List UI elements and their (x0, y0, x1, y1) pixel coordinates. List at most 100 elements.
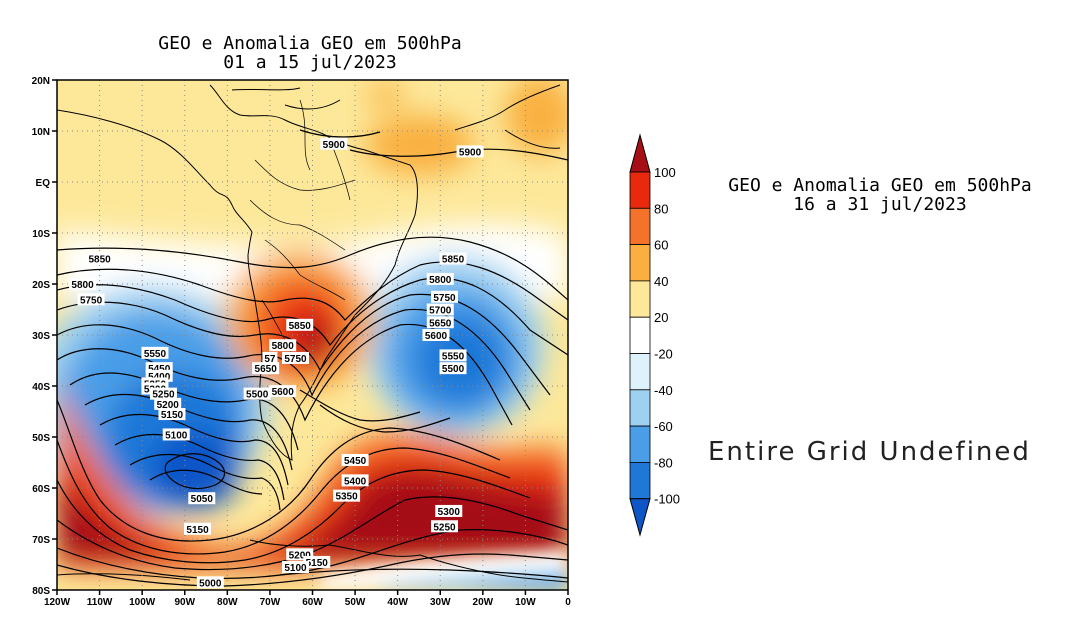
svg-text:5550: 5550 (144, 349, 167, 360)
contour-label: 5850 (286, 318, 314, 332)
contour-label: 5200 (154, 397, 182, 411)
lat-label: 80S (32, 586, 50, 597)
lon-label: 50W (345, 597, 366, 608)
lon-label: 60W (302, 597, 323, 608)
svg-text:5500: 5500 (442, 364, 465, 375)
contour-label: 5650 (426, 316, 454, 329)
svg-text:5450: 5450 (344, 456, 367, 467)
right-title-line1: GEO e Anomalia GEO em 500hPa (728, 175, 1032, 196)
contour-label: 5550 (439, 349, 467, 362)
lon-label: 10W (515, 597, 536, 608)
svg-text:5800: 5800 (272, 341, 295, 352)
left-map-title: GEO e Anomalia GEO em 500hPa 01 a 15 jul… (120, 34, 500, 72)
colorbar-label: -60 (654, 419, 673, 434)
svg-text:5400: 5400 (148, 372, 171, 383)
contour-label: 5100 (162, 428, 190, 441)
svg-text:5800: 5800 (429, 275, 452, 286)
contour-label: 5600 (269, 385, 297, 398)
svg-text:5600: 5600 (425, 331, 448, 342)
svg-text:5200: 5200 (289, 550, 312, 561)
colorbar-label: 60 (654, 238, 668, 253)
svg-text:5750: 5750 (80, 295, 103, 306)
contour-label: 5750 (77, 293, 105, 306)
svg-text:57: 57 (264, 354, 276, 365)
right-title-line2: 16 a 31 jul/2023 (793, 194, 967, 215)
contour-label: 5500 (439, 362, 467, 375)
svg-text:5850: 5850 (88, 255, 111, 266)
svg-text:5900: 5900 (459, 147, 482, 158)
contour-label: 5850 (439, 252, 467, 266)
longitude-axis: 120W 110W 100W 90W 80W 70W 60W 50W 40W 30W 20W 10W 0 (44, 590, 571, 608)
contour-label: 5250 (149, 387, 177, 401)
svg-text:5350: 5350 (335, 492, 358, 503)
svg-text:5850: 5850 (442, 255, 465, 266)
contour-label: 5700 (426, 303, 454, 317)
coastlines (57, 84, 568, 583)
colorbar-label: 20 (654, 310, 668, 325)
contour-label: 5800 (269, 339, 297, 352)
lat-label: 50S (32, 433, 50, 444)
contour-label: 5150 (303, 555, 331, 569)
colorbar-segment (629, 425, 651, 463)
undefined-grid-message: Entire Grid Undefined (708, 437, 1031, 467)
colorbar-segment (629, 353, 651, 391)
contour-label: 5600 (422, 329, 450, 342)
lon-label: 80W (217, 597, 238, 608)
latitude-axis: 20N 10N EQ 10S 20S 30S 40S 50S 60S 70S 80S (32, 76, 57, 597)
lon-label: 30W (430, 597, 451, 608)
colorbar-label: -40 (654, 383, 673, 398)
svg-text:5900: 5900 (323, 140, 346, 151)
svg-text:5050: 5050 (191, 494, 214, 505)
colorbar-top-arrow (629, 133, 651, 173)
lat-label: 30S (32, 331, 50, 342)
lon-label: 40W (387, 597, 408, 608)
colorbar-label: 80 (654, 201, 668, 216)
colorbar-segment (629, 316, 651, 354)
lat-label: 40S (32, 382, 50, 393)
contour-label: 5900 (456, 145, 484, 158)
lat-label: 20S (32, 280, 50, 291)
contour-label: 5100 (281, 561, 309, 574)
lon-label: 70W (260, 597, 281, 608)
contour-label: 5750 (431, 290, 459, 304)
contour-label: 5750 (281, 351, 309, 365)
lon-label: 120W (44, 597, 71, 608)
svg-text:5850: 5850 (289, 321, 312, 332)
colorbar-segment (629, 280, 651, 318)
lat-label: 20N (32, 76, 50, 87)
contour-label: 57 (262, 351, 278, 365)
contour-label: 5050 (188, 492, 216, 505)
svg-text:5000: 5000 (199, 578, 222, 589)
svg-text:5750: 5750 (284, 354, 307, 365)
contour-label: 5650 (252, 362, 280, 375)
lon-label: 110W (87, 597, 113, 608)
contour-label: 5350 (333, 489, 361, 503)
colorbar-segment (629, 244, 651, 282)
lon-label: 100W (129, 597, 156, 608)
contour-label: 5250 (431, 520, 459, 533)
left-title-line2: 01 a 15 jul/2023 (223, 52, 397, 73)
contour-label: 5900 (320, 137, 348, 151)
colorbar-segment (629, 389, 651, 427)
svg-text:5550: 5550 (442, 351, 465, 362)
svg-text:5250: 5250 (433, 522, 456, 533)
colorbar-segment (629, 207, 651, 246)
svg-text:5700: 5700 (429, 306, 452, 317)
svg-text:5650: 5650 (429, 318, 452, 329)
contour-label: 5150 (184, 522, 212, 536)
svg-text:5300: 5300 (438, 507, 461, 518)
svg-text:5100: 5100 (165, 430, 188, 441)
contour-label: 5300 (435, 504, 463, 518)
contour-label: 5850 (86, 252, 114, 266)
left-title-line1: GEO e Anomalia GEO em 500hPa (158, 33, 462, 54)
lat-label: EQ (36, 178, 51, 189)
contour-label: 5550 (141, 346, 169, 360)
colorbar-label: 40 (654, 274, 668, 289)
svg-text:5150: 5150 (306, 558, 329, 569)
contour-label: 5450 (341, 453, 369, 467)
svg-text:5400: 5400 (344, 476, 367, 487)
lon-label: 0 (565, 597, 571, 608)
contour-label: 5500 (243, 387, 271, 401)
colorbar-bottom-arrow (629, 498, 651, 537)
